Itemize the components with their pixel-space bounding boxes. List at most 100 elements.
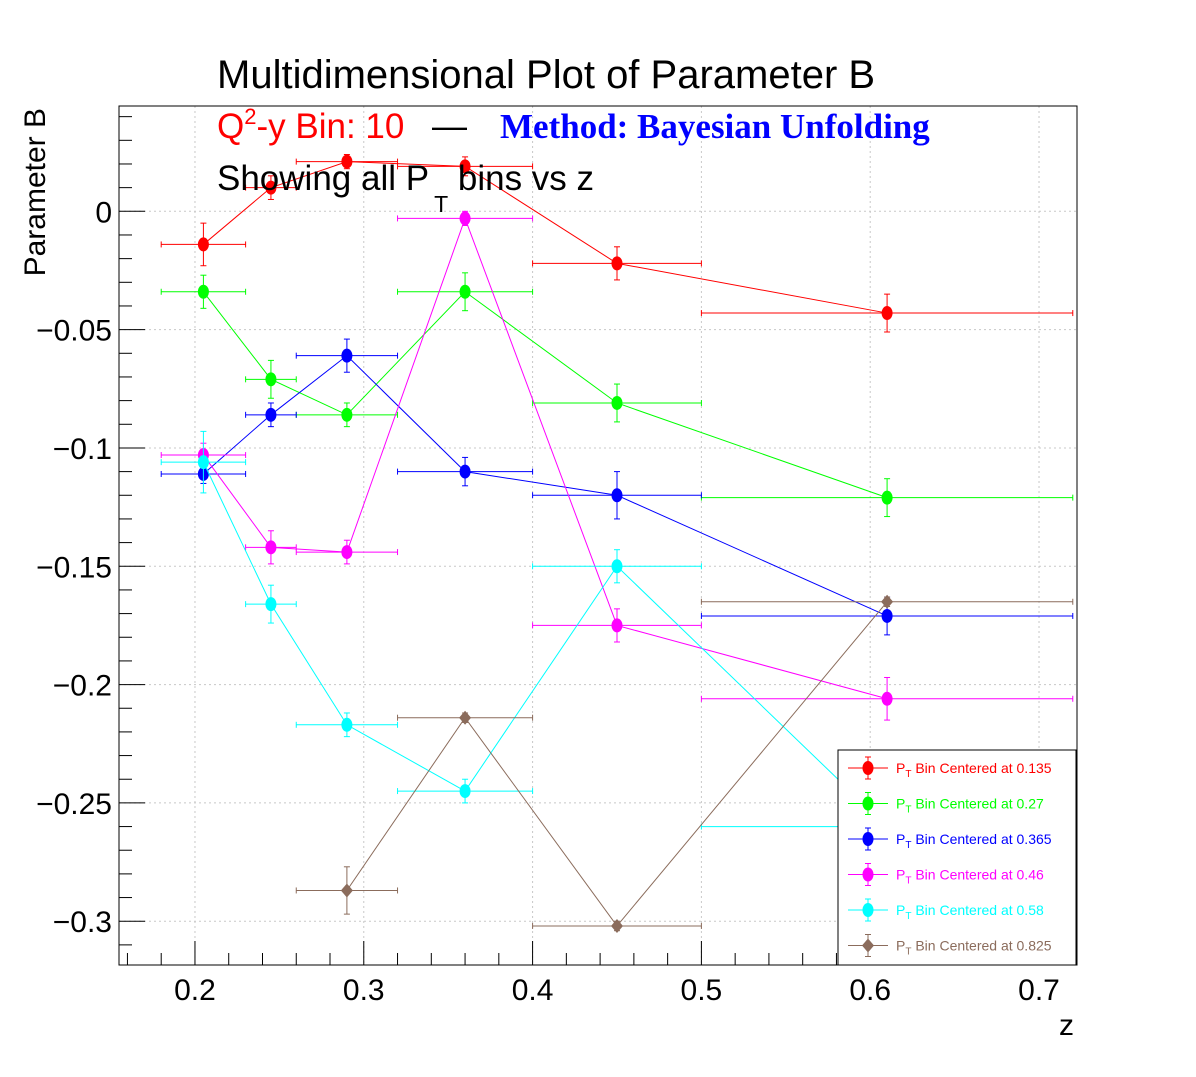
data-point: [397, 210, 534, 227]
data-point-marker: [611, 618, 623, 633]
legend-box: [837, 749, 1077, 966]
data-point: [295, 154, 399, 170]
data-point-marker: [341, 717, 353, 732]
series-2: [160, 272, 1074, 518]
data-point-marker: [862, 938, 874, 953]
data-point-marker: [265, 407, 277, 422]
data-point: [397, 456, 534, 487]
data-point-marker: [197, 237, 209, 252]
series-1: [160, 154, 1074, 333]
data-point-marker: [197, 455, 209, 470]
data-point-marker: [459, 284, 471, 299]
legend-entry: PT Bin Centered at 0.27: [848, 792, 1044, 816]
data-point: [397, 156, 534, 177]
legend-label: PT Bin Centered at 0.46: [896, 867, 1044, 887]
subtitle-dash: —: [432, 107, 467, 146]
data-point: [397, 778, 534, 804]
legend-label: PT Bin Centered at 0.365: [896, 831, 1052, 851]
data-point-marker: [341, 545, 353, 560]
data-point-marker: [459, 159, 471, 174]
subtitle-showing-suffix: bins vs z: [448, 159, 594, 198]
data-point-marker: [881, 490, 893, 505]
subtitle-bin: Q2-y Bin: 10: [217, 104, 404, 146]
series-line: [203, 354, 888, 617]
data-point: [700, 478, 1074, 518]
data-point-marker: [611, 395, 623, 410]
data-point-marker: [881, 691, 893, 706]
data-point-marker: [611, 488, 623, 503]
y-axis-label: Parameter B: [19, 108, 52, 276]
axes: 0.2 0.3 0.4 0.5 0.6 0.7 0 −0.05 −0.1 −0.15 −0.2 −0.…: [36, 116, 1074, 1007]
data-point: [700, 293, 1074, 333]
data-point-marker: [265, 597, 277, 612]
data-point: [160, 430, 247, 494]
data-point-marker: [610, 918, 623, 933]
data-series: [160, 154, 1074, 933]
y-tick-label: −0.2: [53, 670, 112, 703]
series-3: [160, 338, 1074, 636]
data-point: [295, 712, 399, 738]
data-point: [397, 272, 534, 312]
series-line: [203, 216, 888, 700]
x-tick-label: 0.4: [512, 974, 554, 1007]
y-tick-label: −0.15: [36, 551, 112, 584]
legend: PT Bin Centered at 0.135 PT Bin Centered …: [837, 749, 1077, 966]
subtitle-bin-superscript: 2: [244, 104, 256, 129]
data-point-marker: [881, 594, 894, 609]
data-point: [245, 359, 297, 399]
data-point-marker: [459, 784, 471, 799]
data-point: [295, 338, 399, 373]
legend-label: PT Bin Centered at 0.825: [896, 938, 1052, 958]
data-point: [245, 584, 297, 624]
legend-entry: PT Bin Centered at 0.365: [848, 827, 1052, 851]
legend-entry: PT Bin Centered at 0.825: [848, 934, 1052, 958]
chart-title: Multidimensional Plot of Parameter B: [217, 53, 875, 97]
subtitle-showing-subscript: T: [434, 191, 448, 217]
data-point-marker: [862, 761, 874, 775]
data-point: [532, 918, 702, 933]
x-tick-label: 0.3: [343, 974, 385, 1007]
subtitle-method: Method: Bayesian Unfolding: [500, 107, 930, 146]
data-point-marker: [881, 306, 893, 321]
data-point-marker: [862, 903, 874, 917]
series-4: [160, 210, 1074, 721]
legend-entry: PT Bin Centered at 0.135: [848, 756, 1052, 780]
y-tick-label: −0.05: [36, 315, 112, 348]
legend-label: PT Bin Centered at 0.135: [896, 760, 1052, 780]
data-point-marker: [341, 407, 353, 422]
y-tick-label: 0: [95, 196, 112, 229]
data-point: [532, 549, 702, 584]
data-point-marker: [862, 832, 874, 846]
data-point-marker: [611, 559, 623, 574]
plot-frame: [118, 105, 1078, 966]
series-line: [346, 601, 888, 927]
data-point: [160, 222, 247, 267]
series-line: [203, 291, 888, 499]
x-tick-label: 0.6: [849, 974, 891, 1007]
data-point-marker: [611, 256, 623, 271]
data-point: [700, 676, 1074, 721]
data-point: [532, 383, 702, 423]
x-tick-label: 0.2: [174, 974, 216, 1007]
legend-entry: PT Bin Centered at 0.58: [848, 898, 1044, 922]
data-point: [700, 594, 1074, 609]
data-point-marker: [340, 883, 353, 898]
x-tick-label: 0.7: [1018, 974, 1060, 1007]
legend-label: PT Bin Centered at 0.27: [896, 796, 1044, 816]
series-6: [295, 594, 1074, 933]
data-point-marker: [862, 867, 874, 882]
y-tick-label: −0.3: [53, 906, 112, 939]
data-point: [532, 608, 702, 643]
data-point-marker: [265, 372, 277, 387]
data-point-marker: [862, 796, 874, 811]
data-point: [532, 471, 702, 520]
data-point-marker: [341, 154, 353, 169]
data-point-marker: [341, 348, 353, 363]
data-point-marker: [881, 608, 893, 623]
data-point: [160, 274, 247, 309]
x-axis-label: z: [1059, 1009, 1074, 1042]
subtitle-showing-prefix: Showing all P: [217, 159, 429, 198]
y-tick-label: −0.1: [53, 433, 112, 466]
y-tick-label: −0.25: [36, 788, 112, 821]
